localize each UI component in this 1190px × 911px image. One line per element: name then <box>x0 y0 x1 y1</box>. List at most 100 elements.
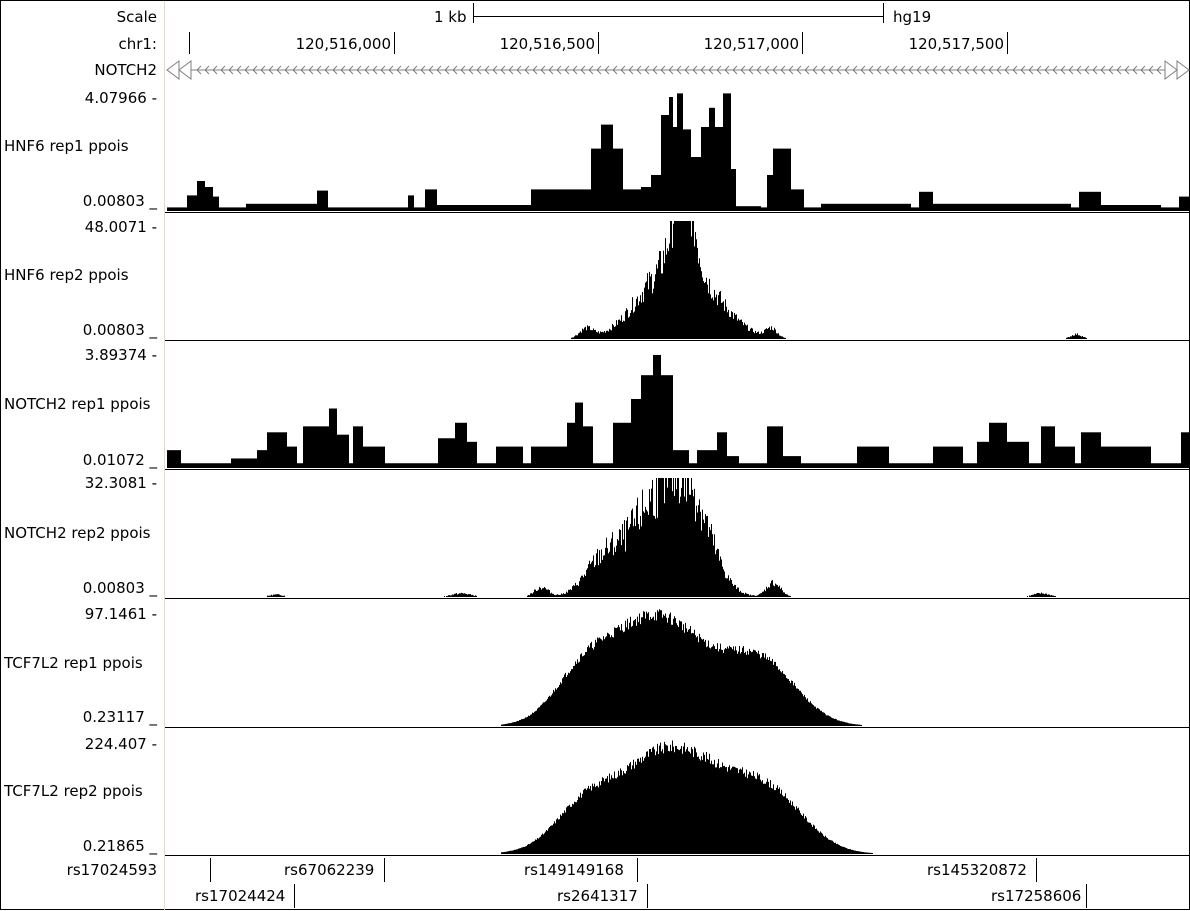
snp-tick[interactable] <box>210 858 211 882</box>
tcf7l2-rep2-signal-bar <box>509 850 510 854</box>
notch2-rep2-signal-bar <box>565 593 566 597</box>
hnf6-rep2-signal-bar <box>1076 334 1077 339</box>
track-min-value: 0.00803 _ <box>82 321 157 339</box>
tcf7l2-rep2-signal-bar <box>565 812 566 854</box>
hnf6-rep2-signal-bar <box>680 221 681 339</box>
tcf7l2-rep2-signal-bar <box>748 774 749 854</box>
snp-label[interactable]: rs17258606 <box>991 887 1082 905</box>
track-label-notch2-rep1[interactable]: NOTCH2 rep1 ppois <box>4 396 151 412</box>
hnf6-rep2-signal-bar <box>774 327 775 339</box>
tcf7l2-rep2-signal-bar <box>784 796 785 854</box>
tcf7l2-rep2-signal-bar <box>746 769 747 854</box>
tcf7l2-rep1-signal-bar <box>618 625 619 726</box>
notch2-rep2-signal-bar <box>272 595 273 597</box>
notch2-rep2-signal-bar <box>697 512 698 597</box>
tcf7l2-rep1-signal-bar <box>753 649 754 726</box>
tcf7l2-rep2-signal-bar <box>536 839 537 854</box>
notch2-rep2-signal-bar <box>777 585 778 597</box>
tcf7l2-rep2-signal-bar <box>754 776 755 854</box>
tcf7l2-rep2-signal-bar <box>541 834 542 854</box>
tcf7l2-rep1-signal-bar <box>546 700 547 726</box>
notch2-rep2-signal-bar <box>603 555 604 597</box>
tcf7l2-rep2-signal-bar <box>657 743 658 854</box>
snp-label[interactable]: rs2641317 <box>557 887 638 905</box>
tcf7l2-rep1-signal-bar <box>695 635 696 726</box>
track-max-value: 224.407 - <box>84 735 157 753</box>
snp-tick[interactable] <box>1086 884 1087 908</box>
hnf6-rep1-signal-bar <box>425 189 437 211</box>
hnf6-rep2-signal-bar <box>752 328 753 339</box>
notch2-rep2-signal-bar <box>730 578 731 597</box>
tcf7l2-rep2-signal-bar <box>568 805 569 854</box>
snp-tick[interactable] <box>637 858 638 882</box>
hnf6-rep2-signal-bar <box>671 221 672 339</box>
notch2-rep2-signal-bar <box>686 501 687 597</box>
track-label-hnf6-rep1[interactable]: HNF6 rep1 ppois <box>4 138 129 154</box>
snp-label[interactable]: rs17024424 <box>195 887 286 905</box>
tcf7l2-rep2-signal-bar <box>530 843 531 854</box>
notch2-rep1-signal-bar <box>767 426 783 468</box>
notch2-rep2-signal-bar <box>273 594 274 597</box>
hnf6-rep2-signal-bar <box>614 327 615 339</box>
tcf7l2-rep2-signal-bar <box>778 788 779 854</box>
hnf6-rep2-signal-bar <box>708 293 709 339</box>
hnf6-rep2-signal-bar <box>777 333 778 339</box>
notch2-rep2-signal-bar <box>612 532 613 597</box>
snp-label[interactable]: rs149149168 <box>524 861 624 879</box>
hnf6-rep2-signal-bar <box>603 332 604 339</box>
notch2-rep2-signal-bar <box>1042 593 1043 597</box>
tcf7l2-rep2-signal-bar <box>669 751 670 854</box>
tcf7l2-rep2-signal-bar <box>518 848 519 854</box>
notch2-rep1-signal-bar <box>989 422 1007 468</box>
tcf7l2-rep2-signal-bar <box>613 778 614 854</box>
tcf7l2-rep2-signal-bar <box>535 839 536 854</box>
tcf7l2-rep1-signal-bar <box>703 638 704 726</box>
notch2-rep2-signal-bar <box>540 587 541 597</box>
notch2-rep2-signal-bar <box>628 529 629 597</box>
tcf7l2-rep2-signal-bar <box>705 761 706 854</box>
snp-tick[interactable] <box>384 858 385 882</box>
track-label-notch2-rep2[interactable]: NOTCH2 rep2 ppois <box>4 525 151 541</box>
track-label-hnf6-rep2[interactable]: HNF6 rep2 ppois <box>4 267 129 283</box>
snp-track-label[interactable]: rs17024593 <box>66 861 157 879</box>
snp-tick[interactable] <box>647 884 648 908</box>
tcf7l2-rep1-signal-bar <box>612 636 613 726</box>
notch2-rep2-signal-bar <box>714 534 715 597</box>
tcf7l2-rep1-signal-bar <box>677 625 678 726</box>
tcf7l2-rep1-signal-bar <box>537 708 538 726</box>
gene-track-label[interactable]: NOTCH2 <box>94 61 157 79</box>
tcf7l2-rep1-signal-bar <box>839 720 840 726</box>
tcf7l2-rep2-signal-bar <box>869 852 870 854</box>
tcf7l2-rep1-signal-bar <box>597 637 598 726</box>
notch2-rep2-signal-bar <box>781 587 782 597</box>
tcf7l2-rep2-signal-bar <box>671 751 672 854</box>
tcf7l2-rep1-signal-bar <box>642 617 643 726</box>
notch2-rep2-signal-bar <box>773 585 774 597</box>
track-label-tcf7l2-rep1[interactable]: TCF7L2 rep1 ppois <box>4 655 143 671</box>
hnf6-rep2-signal-bar <box>703 281 704 339</box>
tcf7l2-rep1-signal-bar <box>705 639 706 726</box>
notch2-rep2-signal-bar <box>656 478 657 597</box>
tcf7l2-rep2-signal-bar <box>587 788 588 854</box>
tcf7l2-rep2-signal-bar <box>742 767 743 854</box>
snp-tick[interactable] <box>1036 858 1037 882</box>
snp-tick[interactable] <box>294 884 295 908</box>
notch2-rep1-signal-bar <box>661 375 673 468</box>
notch2-rep2-signal-bar <box>745 592 746 597</box>
notch2-rep2-signal-bar <box>683 478 684 597</box>
track-label-tcf7l2-rep2[interactable]: TCF7L2 rep2 ppois <box>4 783 143 799</box>
tcf7l2-rep1-signal-bar <box>596 642 597 726</box>
notch2-rep2-signal-bar <box>609 551 610 597</box>
snp-label[interactable]: rs67062239 <box>284 861 375 879</box>
notch2-rep2-signal-bar <box>722 566 723 597</box>
hnf6-rep2-signal-bar <box>594 329 595 339</box>
tcf7l2-rep2-signal-bar <box>711 760 712 854</box>
snp-label[interactable]: rs145320872 <box>927 861 1027 879</box>
gene-end-left <box>166 60 180 80</box>
notch2-rep2-signal-bar <box>637 497 638 597</box>
tcf7l2-rep1-signal-bar <box>820 710 821 726</box>
tcf7l2-rep1-signal-bar <box>758 650 759 726</box>
tcf7l2-rep1-signal-bar <box>808 701 809 726</box>
notch2-rep2-signal-bar <box>778 586 779 597</box>
